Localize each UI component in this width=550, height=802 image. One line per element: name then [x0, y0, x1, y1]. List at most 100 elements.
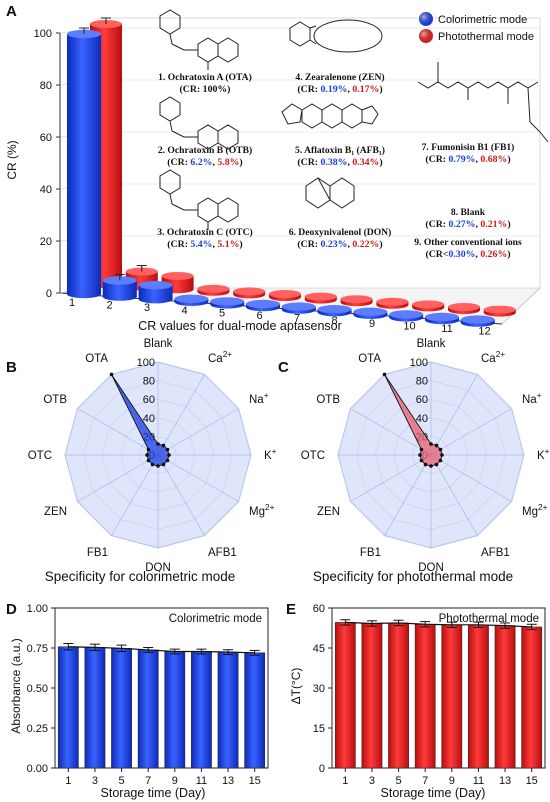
radar-point — [423, 462, 428, 467]
radar-point — [165, 458, 170, 463]
bar-body — [102, 280, 137, 301]
bar-colorimetric — [425, 312, 459, 325]
x-tick-label: 12 — [478, 326, 490, 338]
panel-d-label: D — [6, 601, 17, 618]
bar-colorimetric — [353, 307, 388, 319]
radar-tick-label: 80 — [416, 376, 428, 388]
x-tick-label: 11 — [473, 775, 484, 787]
bar-top — [269, 290, 301, 298]
structure-otb — [159, 96, 239, 150]
y-axis-title: Absorbance (a.u.) — [9, 638, 23, 733]
radar-point — [382, 372, 387, 377]
bar-top — [460, 315, 495, 324]
bar-top — [340, 295, 373, 304]
structure-otc — [159, 169, 239, 230]
x-axis-title: CR values for dual-mode aptasensor — [138, 319, 342, 333]
bar — [137, 649, 159, 769]
compound-name: 7. Fumonisin B1 (FB1) — [422, 142, 515, 153]
bar — [164, 651, 186, 769]
structure-don — [305, 177, 355, 209]
compound-name: 8. Blank — [451, 207, 486, 218]
axis-label: Na+ — [522, 391, 542, 406]
panel-b: B 020406080100BlankCa2+Na+K+Mg2+AFB1DONF… — [6, 338, 277, 584]
x-tick-label: 11 — [441, 323, 452, 335]
x-tick-label: 15 — [526, 775, 538, 787]
y-tick-label: 40 — [40, 184, 52, 196]
bar-colorimetric — [174, 294, 209, 306]
axis-label: Ca2+ — [208, 350, 232, 365]
y-tick-label: 30 — [313, 683, 325, 695]
axis-label: OTC — [28, 450, 52, 462]
x-tick-label: 3 — [92, 775, 98, 787]
x-tick-label: 5 — [219, 307, 225, 319]
bar-top — [281, 302, 316, 311]
radar-tick-label: 80 — [143, 376, 155, 388]
panel-b-label: B — [6, 359, 17, 376]
axis-label: AFB1 — [208, 547, 237, 559]
y-tick-label: 0.75 — [27, 643, 48, 655]
bar-top — [376, 297, 409, 306]
bar-photothermal — [269, 290, 301, 301]
bar-top — [304, 292, 337, 301]
bar-chart-colorimetric-storage: 0.000.250.500.751.001 3 5 7 9 11 13 15Colorimet… — [27, 603, 269, 787]
radar-spoke — [77, 408, 159, 456]
bar-top — [233, 287, 266, 296]
radar-title: Specificity for photothermal mode — [313, 569, 513, 584]
bar-top — [174, 294, 209, 303]
compound-name: 6. Deoxynivalenol (DON) — [289, 227, 392, 238]
axis-label: ZEN — [317, 506, 340, 518]
axis-label: Mg2+ — [522, 503, 548, 518]
axis-label: DON — [418, 562, 444, 574]
bar — [244, 652, 266, 769]
compound-name: 3. Ochratoxin C (OTC) — [157, 227, 252, 238]
bar-top — [412, 300, 445, 309]
bar-colorimetric — [67, 29, 101, 299]
y-tick-label: 20 — [40, 236, 52, 248]
bar-top — [353, 307, 388, 316]
radar-point — [429, 464, 433, 468]
trend-line — [345, 621, 532, 628]
bar-colorimetric — [138, 280, 173, 304]
radar-point — [145, 453, 149, 457]
radar-spoke — [430, 408, 512, 456]
bar-top — [448, 303, 480, 311]
y-tick-label: 100 — [34, 28, 52, 40]
axis-label: DON — [145, 562, 171, 574]
compound-cr: (CR: 6.2%, 5.8%) — [167, 157, 242, 168]
bar-photothermal — [233, 287, 266, 299]
radar-tick-label: 60 — [143, 394, 155, 406]
plot-title: Photothermal mode — [439, 613, 539, 625]
panel-a-label: A — [6, 3, 17, 20]
bar — [334, 622, 356, 769]
bar-top — [197, 284, 230, 293]
axis-label: FB1 — [87, 547, 108, 559]
axis-label: Blank — [417, 338, 446, 350]
structure-afb1 — [281, 103, 379, 129]
axis-label: OTA — [358, 353, 381, 365]
bar-top — [138, 280, 173, 290]
radar-point — [109, 372, 114, 377]
radar-chart-colorimetric: 020406080100BlankCa2+Na+K+Mg2+AFB1DONFB1… — [28, 338, 277, 574]
x-tick-label: 1 — [342, 775, 348, 787]
radar-tick-label: 40 — [416, 413, 428, 425]
bar-colorimetric — [281, 302, 316, 314]
y-tick-label: 45 — [313, 643, 325, 655]
y-tick-label: 0 — [319, 763, 325, 775]
bar-photothermal — [448, 303, 480, 314]
radar-spoke — [350, 454, 432, 502]
bar-body — [138, 285, 173, 304]
x-tick-label: 1 — [69, 297, 75, 309]
axis-label: FB1 — [360, 547, 381, 559]
y-tick-label: 0.00 — [27, 763, 48, 775]
x-tick-label: 15 — [249, 775, 261, 787]
structure-drawings — [159, 9, 549, 230]
axis-label: K+ — [537, 447, 550, 462]
bar-photothermal — [483, 305, 516, 317]
x-tick-label: 13 — [499, 775, 511, 787]
x-tick-label: 7 — [145, 775, 151, 787]
axis-label: OTB — [316, 394, 340, 406]
bar — [217, 651, 239, 769]
